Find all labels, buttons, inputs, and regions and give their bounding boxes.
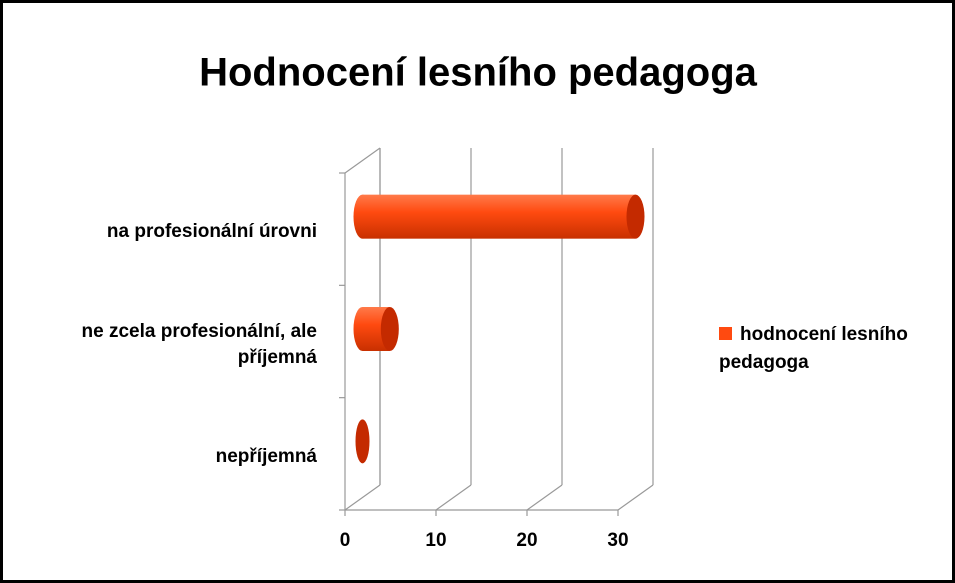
x-tick-label: 0 [340,530,351,551]
legend-label: hodnocení lesního pedagoga [719,324,908,373]
y-tick-label: nepříjemná [215,445,317,467]
legend-swatch [719,327,732,340]
bar-body [362,194,636,239]
bar-cap [380,307,399,351]
x-tick-label: 20 [516,530,537,551]
bar-cap [626,194,645,239]
grid-line [435,484,472,511]
grid-line [526,484,563,511]
x-tick-label: 10 [425,530,446,551]
y-tick-label: na profesionální úrovni [106,221,317,243]
bar-cap [355,419,370,464]
x-tick-label: 30 [607,530,628,551]
legend: hodnocení lesního pedagoga [719,321,944,377]
bar [353,307,399,351]
bar [355,419,370,464]
plot: Hodnocení lesního pedagoga 0 10 20 30 [199,51,758,551]
grid-line [617,484,654,511]
chart-title: Hodnocení lesního pedagoga [199,51,758,95]
bar [353,194,645,239]
grid-line [344,484,381,511]
y-tick-label: ne zcela profesionální, ale příjemná [81,320,317,368]
axis-line [344,147,381,174]
